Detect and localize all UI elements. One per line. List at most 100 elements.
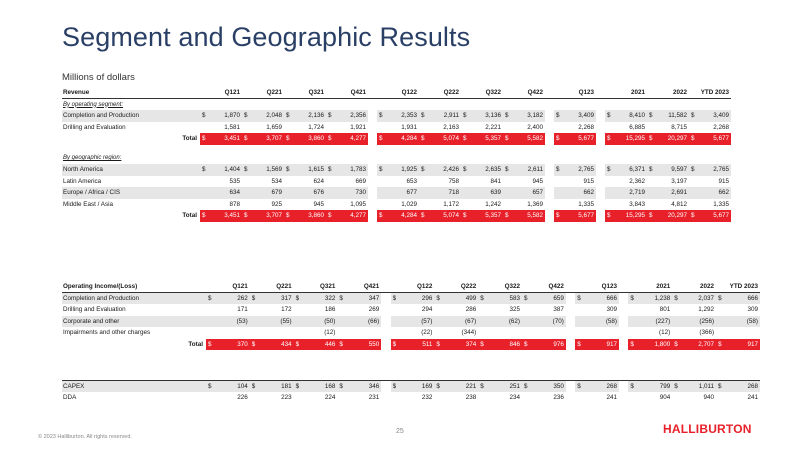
column-gap (368, 164, 377, 176)
table-cell: 5,677 (697, 210, 732, 222)
units-label: Millions of dollars (62, 72, 135, 83)
table-cell: 347 (345, 292, 382, 304)
dollar-sign: $ (377, 110, 385, 122)
table-row: Completion and Production $1,870 $2,048 $2,… (62, 110, 760, 122)
dollar-sign (554, 199, 562, 211)
column-gap (565, 281, 576, 293)
dollar-sign: $ (434, 338, 443, 350)
table-cell: 268 (724, 380, 760, 392)
table-cell: 2,911 (427, 110, 461, 122)
dollar-sign: $ (503, 164, 511, 176)
dollar-sign (605, 122, 613, 134)
dollar-sign: $ (390, 380, 399, 392)
dollar-sign (391, 327, 399, 339)
dollar-sign (478, 315, 487, 327)
dollar-sign (242, 122, 250, 134)
table-cell: 1,095 (350, 200, 366, 208)
dollar-sign (419, 199, 427, 211)
table-cell: 1,335 (578, 200, 594, 208)
table-cell: 446 (301, 338, 338, 350)
row-label: Europe / Africa / CIS (62, 187, 200, 199)
dollar-sign: $ (419, 164, 427, 176)
dollar-sign: $ (390, 338, 399, 350)
column-gap (381, 327, 390, 339)
dollar-sign: $ (672, 380, 681, 392)
row-label: Drilling and Evaluation (63, 306, 126, 314)
table-cell: 945 (532, 177, 543, 185)
table-cell: 659 (530, 292, 566, 304)
column-header: Q321 (293, 281, 338, 293)
table-cell: 251 (486, 380, 523, 392)
table-cell: 676 (292, 187, 326, 199)
table-cell: 3,707 (250, 210, 284, 222)
revenue-table: Revenue Q121 Q221 Q321 Q421 Q122 Q222 Q322 Q422 Q… (62, 87, 760, 222)
column-gap (545, 210, 554, 222)
dollar-sign: $ (205, 338, 215, 350)
dollar-sign (554, 122, 562, 134)
column-header: 2021 (628, 281, 673, 293)
dollar-sign: $ (478, 380, 487, 392)
dollar-sign (326, 199, 334, 211)
table-cell: 2,426 (427, 164, 461, 176)
table-cell: 1,292 (698, 306, 715, 314)
dollar-sign (284, 187, 292, 199)
column-header: Q121 (200, 87, 242, 99)
table-cell: 3,860 (292, 210, 326, 222)
table-cell: 1,011 (680, 380, 717, 392)
table-cell: 639 (469, 187, 503, 199)
table-cell: 2,353 (385, 110, 419, 122)
dollar-sign (716, 304, 724, 316)
dollar-sign (206, 327, 214, 339)
dollar-sign (522, 304, 530, 316)
table-cell: 234 (509, 394, 521, 402)
row-label: Impairments and other charges (63, 329, 151, 337)
column-gap (596, 164, 605, 176)
row-label: Completion and Production (62, 292, 206, 304)
table-cell: 2,356 (334, 110, 368, 122)
dollar-sign: $ (575, 338, 584, 350)
dollar-sign (200, 187, 208, 199)
table-row: Drilling and Evaluation 1,581 1,659 1,724 1,… (62, 122, 760, 134)
dollar-sign: $ (647, 133, 656, 145)
table-cell: 915 (583, 177, 594, 185)
table-cell: 181 (258, 380, 294, 392)
dollar-sign (461, 187, 469, 199)
table-cell: 666 (583, 292, 620, 304)
column-gap (596, 110, 605, 122)
table-cell: (58) (724, 315, 760, 327)
total-row: Total $3,451 $3,707 $3,860 $4,277 $4,284 $5,07… (62, 210, 760, 222)
page-number: 25 (396, 428, 404, 435)
column-gap (381, 338, 391, 350)
column-header: Q221 (242, 87, 284, 99)
table-cell: 168 (301, 380, 338, 392)
table-cell: (256) (680, 315, 717, 327)
dollar-sign (672, 392, 680, 404)
column-gap (368, 210, 377, 222)
dollar-sign (337, 315, 346, 327)
dollar-sign (284, 122, 292, 134)
table-cell: 325 (509, 306, 521, 314)
dollar-sign (326, 187, 334, 199)
table-row: Middle East / Asia 878 925 945 1,095 1,029 1,1… (62, 199, 760, 211)
table-cell: 535 (229, 177, 240, 185)
row-label: DDA (63, 394, 77, 402)
column-gap (545, 199, 554, 211)
table-cell: (55) (258, 315, 294, 327)
table-cell: 1,870 (208, 110, 242, 122)
table-cell: 241 (606, 394, 618, 402)
table-cell: 3,409 (697, 110, 732, 122)
table-cell: 11,582 (655, 110, 690, 122)
table-cell: 878 (229, 200, 240, 208)
table-cell (530, 327, 565, 339)
dollar-sign (377, 199, 385, 211)
column-gap (596, 122, 605, 134)
table-cell: 3,860 (292, 133, 326, 145)
dollar-sign: $ (503, 133, 511, 145)
table-cell: 262 (214, 292, 250, 304)
dollar-sign: $ (628, 292, 637, 304)
dollar-sign (522, 392, 530, 404)
column-gap (596, 133, 605, 145)
dollar-sign: $ (200, 133, 208, 145)
dollar-sign: $ (326, 110, 334, 122)
column-gap (545, 110, 554, 122)
